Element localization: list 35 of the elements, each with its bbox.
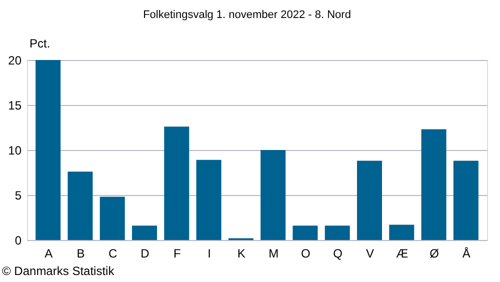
x-tick-label: I xyxy=(208,246,211,260)
bar xyxy=(421,129,446,240)
bar xyxy=(100,196,125,240)
bar xyxy=(132,226,157,240)
x-tick-label: K xyxy=(237,246,246,260)
bar xyxy=(292,226,318,240)
x-tick-label: Å xyxy=(462,246,470,260)
x-tick-label: Ø xyxy=(430,246,439,260)
y-tick-label: 0 xyxy=(14,234,22,248)
y-tick-label: 10 xyxy=(8,144,22,158)
y-tick-label: 5 xyxy=(14,188,22,202)
bar xyxy=(68,172,93,240)
y-tick-label: 15 xyxy=(8,98,22,112)
x-tick-label: Æ xyxy=(396,246,408,260)
x-tick-label: Q xyxy=(333,246,343,260)
x-tick-label: A xyxy=(44,246,53,260)
bar xyxy=(453,160,478,240)
chart-title: Folketingsvalg 1. november 2022 - 8. Nord xyxy=(143,9,351,21)
bar xyxy=(357,160,382,240)
bar xyxy=(260,150,286,240)
bar xyxy=(324,226,350,240)
x-tick-label: M xyxy=(268,246,279,260)
x-tick-label: F xyxy=(173,246,181,260)
bar xyxy=(36,60,61,240)
bar xyxy=(196,160,222,240)
x-tick-label: B xyxy=(76,246,85,260)
x-tick-label: V xyxy=(366,246,374,260)
y-tick-label: 20 xyxy=(8,54,22,68)
bar xyxy=(164,126,190,240)
bar xyxy=(389,224,414,240)
text: © Danmarks Statistik xyxy=(2,264,116,278)
x-tick-label: D xyxy=(140,246,150,260)
x-tick-label: O xyxy=(301,246,310,260)
x-tick-label: C xyxy=(108,246,118,260)
y-axis-title: Pct. xyxy=(30,36,50,50)
